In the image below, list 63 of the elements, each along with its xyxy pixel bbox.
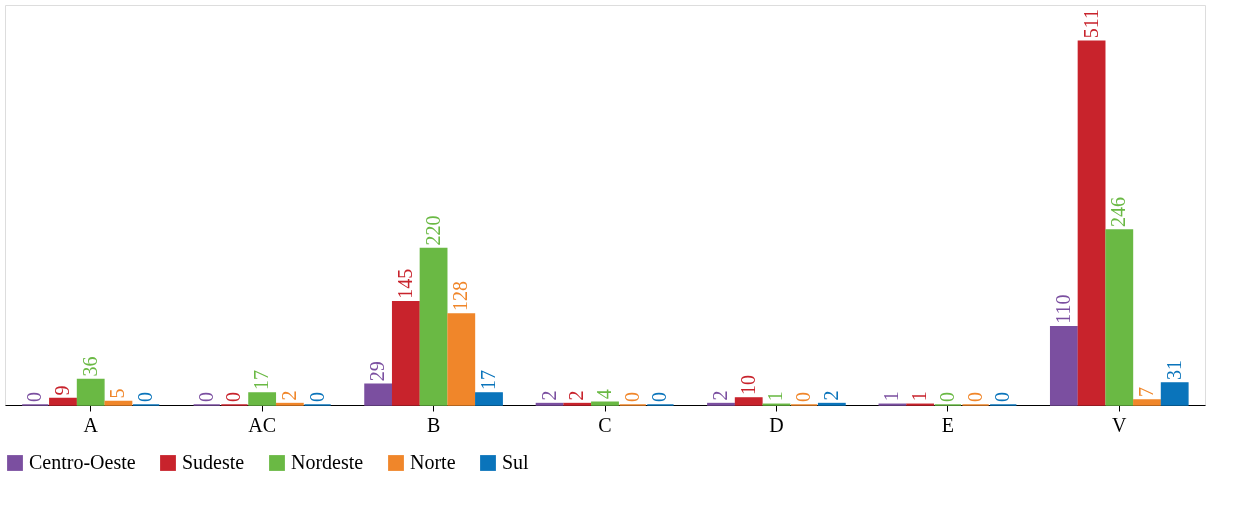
data-label: 1: [764, 391, 787, 402]
bar: [1160, 382, 1189, 406]
legend-label: Sudeste: [182, 451, 245, 473]
data-label: 110: [1051, 294, 1074, 324]
data-label: 0: [935, 392, 958, 402]
bar: [591, 401, 619, 406]
x-tick-label: AC: [248, 413, 277, 436]
legend-label: Centro-Oeste: [29, 451, 136, 473]
bar: [1077, 40, 1106, 406]
x-tick-label: C: [598, 413, 612, 436]
data-label: 36: [78, 356, 101, 377]
data-label: 31: [1162, 359, 1185, 380]
bar: [76, 378, 105, 406]
data-label: 0: [222, 392, 245, 402]
data-label: 17: [250, 369, 273, 390]
bar: [391, 301, 420, 406]
data-label: 9: [51, 385, 74, 396]
data-label: 0: [792, 392, 815, 402]
data-label: 1: [908, 391, 931, 402]
bar: [1105, 229, 1134, 406]
legend-label: Sul: [502, 451, 530, 473]
x-tick-label: D: [769, 413, 784, 436]
data-label: 0: [134, 392, 157, 402]
bar: [475, 392, 503, 406]
data-label: 2: [537, 390, 560, 401]
data-label: 2: [819, 390, 842, 401]
data-label: 2: [709, 390, 732, 401]
legend-label: Norte: [410, 451, 456, 473]
data-label: 0: [991, 392, 1014, 402]
legend-label: Nordeste: [291, 451, 364, 473]
bar: [734, 397, 763, 406]
data-label: 0: [963, 392, 986, 402]
data-label: 220: [421, 215, 444, 246]
bar: [248, 392, 277, 406]
data-label: 29: [366, 361, 389, 382]
data-label: 511: [1079, 9, 1102, 39]
data-label: 145: [393, 268, 416, 299]
bar: [364, 383, 393, 406]
x-tick-label: E: [941, 413, 954, 436]
bar: [1133, 399, 1161, 406]
bar: [1049, 325, 1078, 406]
bar: [419, 247, 448, 406]
data-label: 2: [277, 390, 300, 401]
bar: [49, 397, 77, 406]
data-label: 0: [620, 392, 643, 402]
data-label: 0: [648, 392, 671, 402]
bar: [447, 313, 476, 406]
bar: [104, 400, 133, 406]
data-label: 0: [194, 392, 217, 402]
data-label: 7: [1134, 387, 1157, 398]
x-tick-label: V: [1112, 413, 1128, 436]
data-label: 0: [23, 392, 46, 402]
data-label: 4: [593, 389, 615, 400]
data-label: 128: [449, 280, 472, 311]
data-label: 5: [106, 388, 129, 399]
data-label: 1: [880, 391, 903, 402]
data-label: 246: [1107, 196, 1130, 227]
data-label: 10: [736, 374, 759, 395]
data-label: 0: [305, 392, 328, 402]
data-label: 17: [476, 369, 499, 390]
x-tick-label: B: [426, 413, 441, 436]
x-tick-label: A: [83, 413, 99, 436]
data-label: 2: [565, 390, 588, 401]
